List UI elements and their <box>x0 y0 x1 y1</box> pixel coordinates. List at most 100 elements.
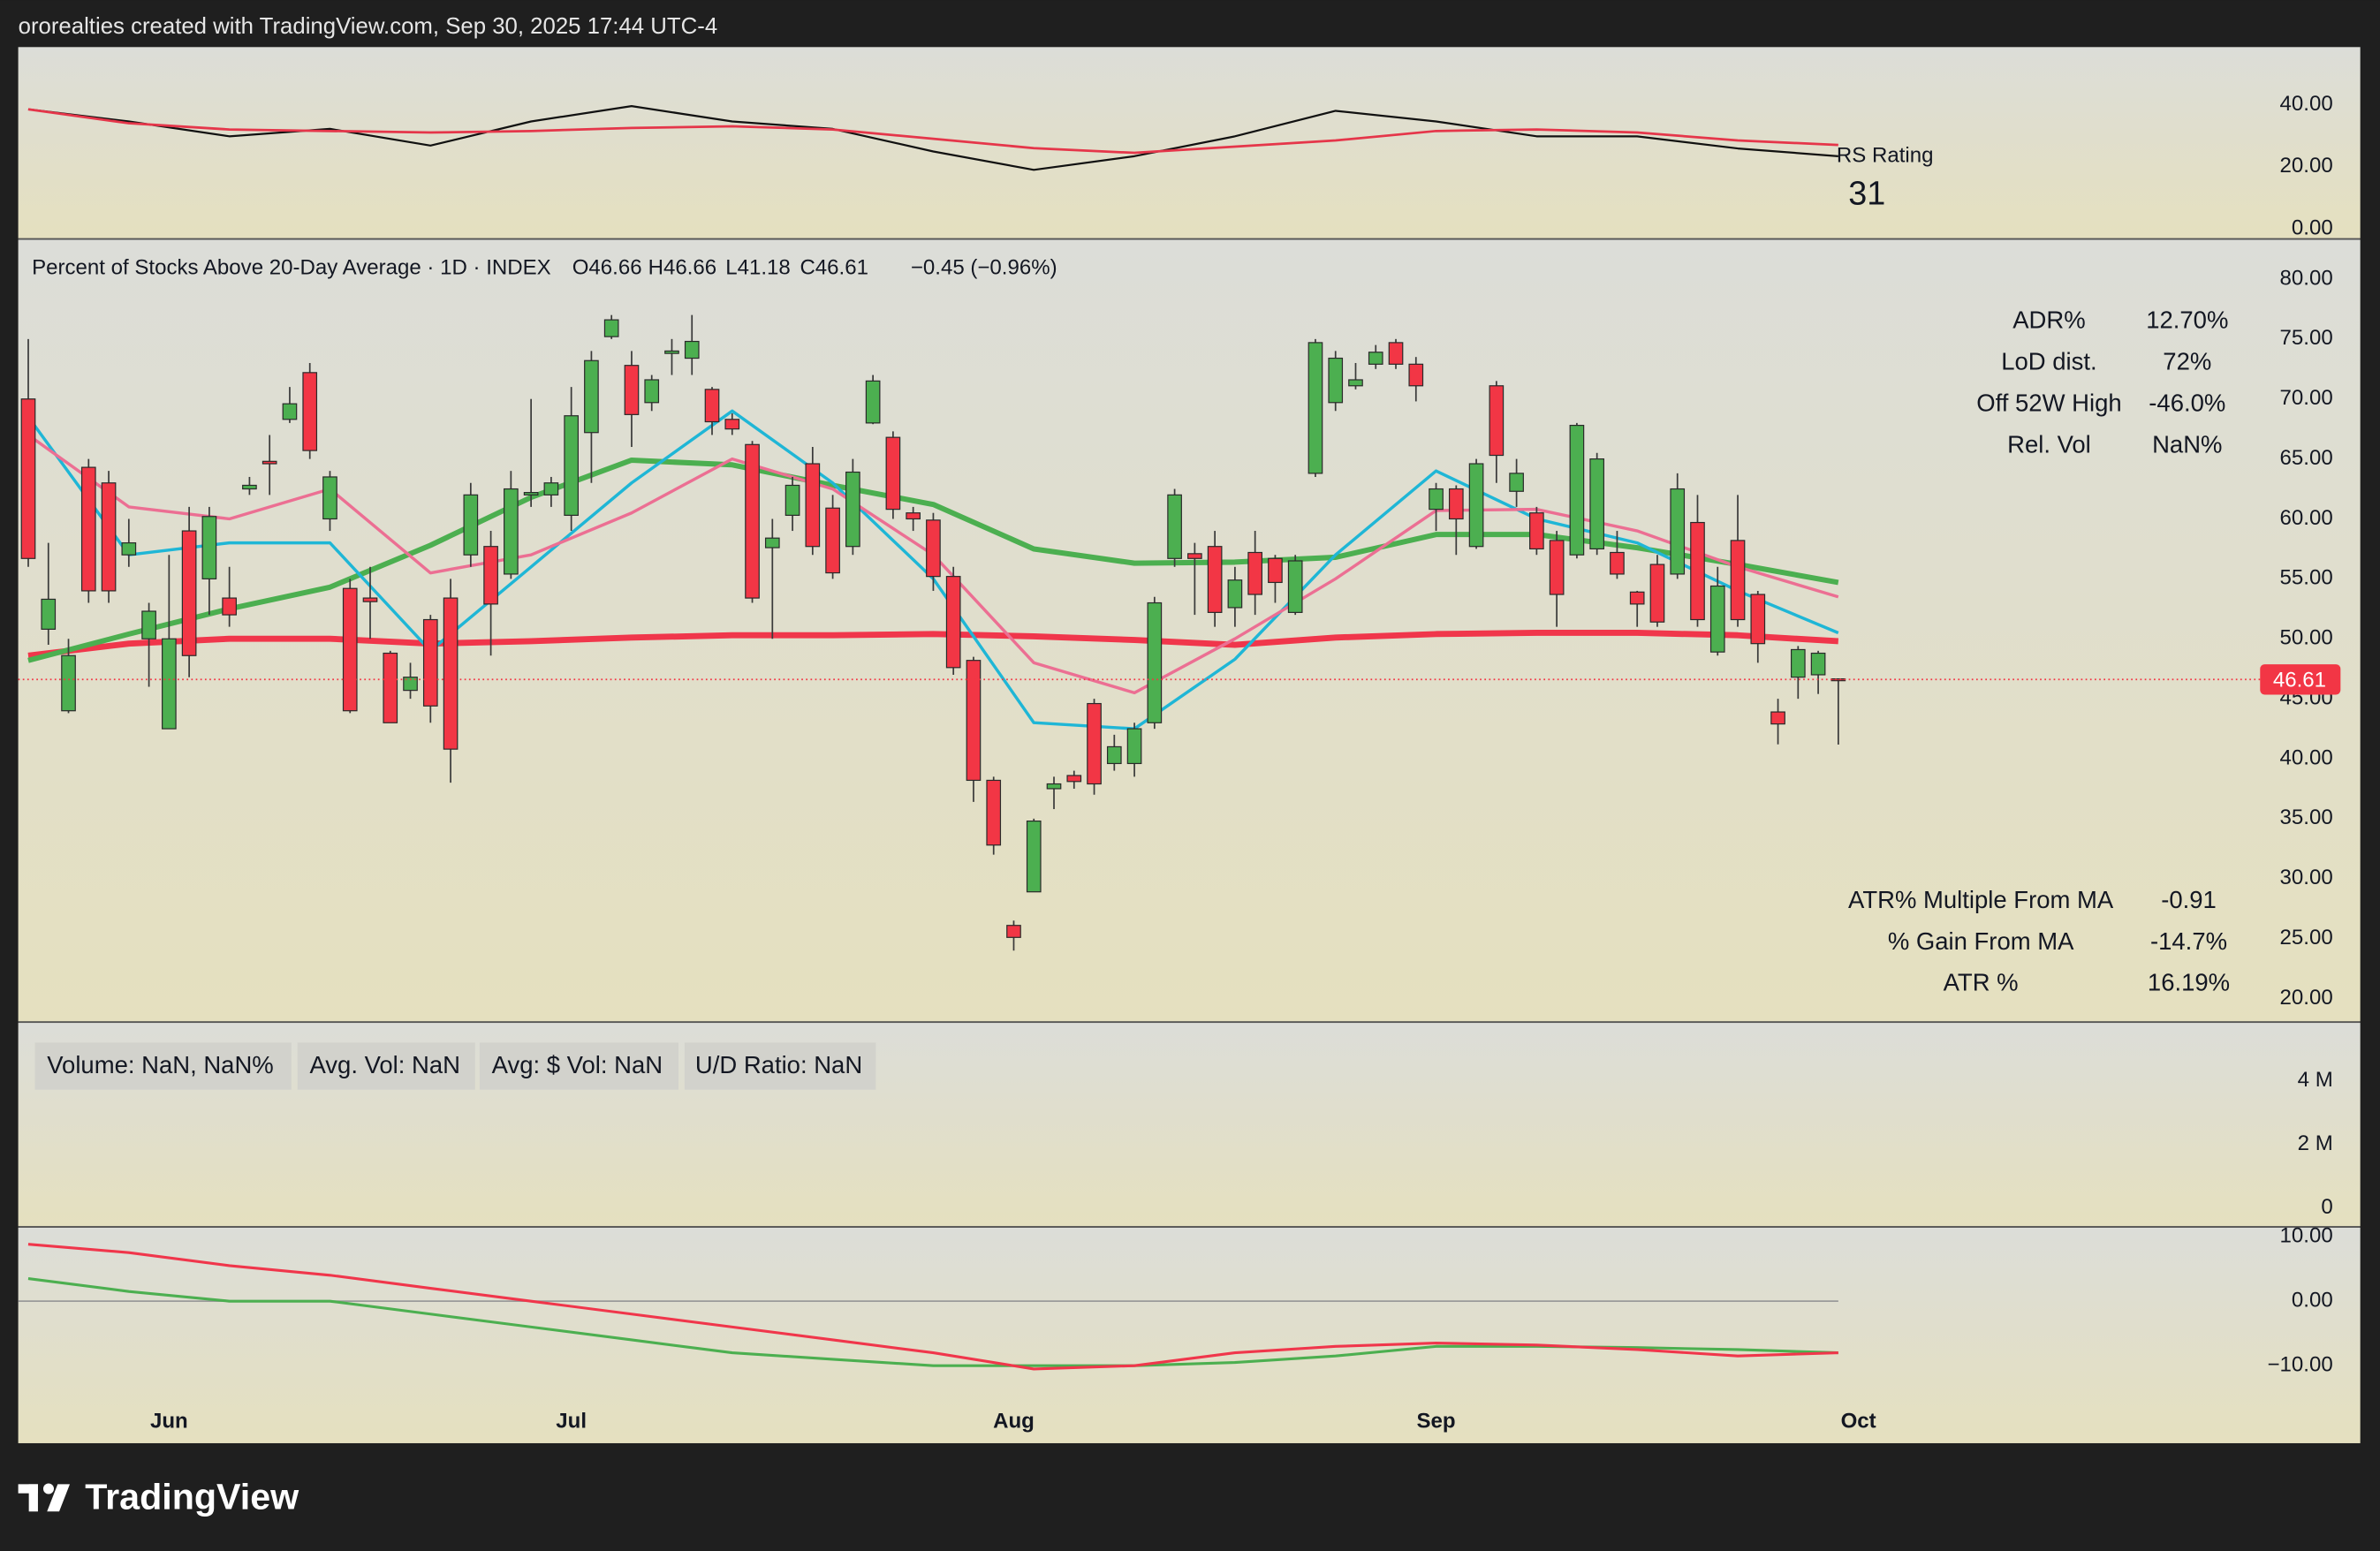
volume-legend-item: Volume: NaN, NaN% <box>47 1051 273 1078</box>
pane-oscillator <box>18 1227 2361 1443</box>
stat-value: 16.19% <box>2148 969 2230 996</box>
candle-body <box>1408 363 1424 387</box>
candle-body <box>422 618 438 707</box>
stat-value: 72% <box>2163 347 2211 375</box>
candle-body <box>121 542 137 556</box>
volume-legend-item: Avg: $ Vol: NaN <box>492 1051 663 1078</box>
candle-body <box>1368 352 1383 365</box>
candle-body <box>504 488 519 575</box>
candle-body <box>1429 488 1444 511</box>
candle-body <box>1690 521 1705 621</box>
pane-main <box>18 239 2361 1022</box>
stats: ADR% 12.70% LoD dist. 72% Off 52W High -46.0%… <box>1848 306 2230 996</box>
candle-body <box>1287 560 1303 613</box>
candle-body <box>80 466 96 592</box>
branding: TradingView <box>18 1476 299 1517</box>
candle-body <box>865 380 881 424</box>
y-tick-label: 20.00 <box>2280 986 2333 1010</box>
candle-body <box>825 507 840 574</box>
stat-value: -14.7% <box>2150 927 2227 955</box>
line <box>27 1243 1838 1371</box>
candle-body <box>624 365 640 415</box>
y-tick-label: 0 <box>2321 1195 2332 1219</box>
candle-body <box>201 516 217 579</box>
y-tick-label: 0.00 <box>2292 216 2333 240</box>
line <box>27 630 1839 659</box>
stat-value: NaN% <box>2152 430 2222 458</box>
legend-box <box>479 1042 678 1090</box>
header-text: ororealties created with TradingView.com… <box>19 14 718 39</box>
candle-body <box>61 654 76 712</box>
main-title: Percent of Stocks Above 20-Day Average ·… <box>32 256 551 280</box>
pane-rs <box>18 47 2361 238</box>
x-tick-label: Oct <box>1841 1409 1876 1433</box>
candle-body <box>1307 342 1323 474</box>
candle-body <box>1549 540 1565 595</box>
candle-body <box>222 597 237 616</box>
candle-body <box>362 597 378 602</box>
line <box>27 108 1838 155</box>
y-tick-label: 4 M <box>2298 1068 2333 1092</box>
legend-box <box>34 1042 292 1090</box>
candle-body <box>1247 551 1262 595</box>
panes <box>18 47 2361 1443</box>
candle-body <box>885 436 901 511</box>
candle-body <box>463 494 479 556</box>
brand-name: TradingView <box>85 1476 299 1517</box>
candle-body <box>1046 783 1062 790</box>
candle-body <box>764 537 780 549</box>
candle-body <box>1509 473 1524 492</box>
candle-body <box>906 512 921 520</box>
y-tick-label: 50.00 <box>2280 626 2333 650</box>
rs-value: 31 <box>1848 176 1885 213</box>
candle-body <box>603 319 619 337</box>
candle-body <box>41 598 57 630</box>
candle-body <box>1126 728 1142 765</box>
candle-body <box>1629 591 1645 605</box>
y-tick-label: −10.00 <box>2268 1353 2333 1377</box>
candle-body <box>162 638 177 730</box>
stat-value: -0.91 <box>2161 886 2217 913</box>
y-tick-label: 35.00 <box>2280 806 2333 829</box>
candle-body <box>443 597 459 750</box>
candle-body <box>784 484 800 517</box>
candle-body <box>684 340 700 359</box>
candle-body <box>1087 702 1102 785</box>
candle-body <box>945 576 961 669</box>
candle-body <box>564 415 579 517</box>
y-tick-label: 80.00 <box>2280 266 2333 290</box>
logo-part <box>47 1484 71 1512</box>
logo-part <box>18 1484 38 1494</box>
candle-body <box>1670 488 1686 575</box>
logo-part <box>28 1484 38 1512</box>
candle-body <box>342 587 358 712</box>
y-tick-label: 75.00 <box>2280 326 2333 350</box>
candle-body <box>1348 379 1363 387</box>
candle-body <box>966 660 982 782</box>
x-tick-label: Jun <box>150 1409 188 1433</box>
legend-box <box>297 1042 475 1090</box>
candle-body <box>403 677 418 692</box>
y-tick-label: 40.00 <box>2280 745 2333 769</box>
volume-legend: Volume: NaN, NaN% Avg. Vol: NaN Avg: $ V… <box>34 1042 876 1090</box>
y-tick-label: 10.00 <box>2280 1223 2333 1247</box>
candle-body <box>1569 424 1585 556</box>
legend-low: L41.18 <box>725 256 791 280</box>
candle-body <box>383 652 398 723</box>
candle-body <box>724 419 740 430</box>
y-tick-label: 70.00 <box>2280 386 2333 410</box>
candle-body <box>805 463 821 548</box>
stat-label: Rel. Vol <box>2007 430 2091 458</box>
y-tick-label: 0.00 <box>2292 1288 2333 1312</box>
candle-body <box>1147 601 1163 723</box>
candle-body <box>1066 775 1082 783</box>
candle-body <box>845 471 860 548</box>
candle-body <box>302 372 318 451</box>
stat-label: Off 52W High <box>1976 389 2121 416</box>
y-tick-label: 30.00 <box>2280 866 2333 889</box>
plot: 0.00 20.00 40.00 20.00 25.00 30.00 35.00 40.00 4… <box>18 92 2341 1433</box>
price-tag-label: 46.61 <box>2273 668 2326 692</box>
y-tick-label: 60.00 <box>2280 506 2333 530</box>
candle-body <box>483 546 498 605</box>
